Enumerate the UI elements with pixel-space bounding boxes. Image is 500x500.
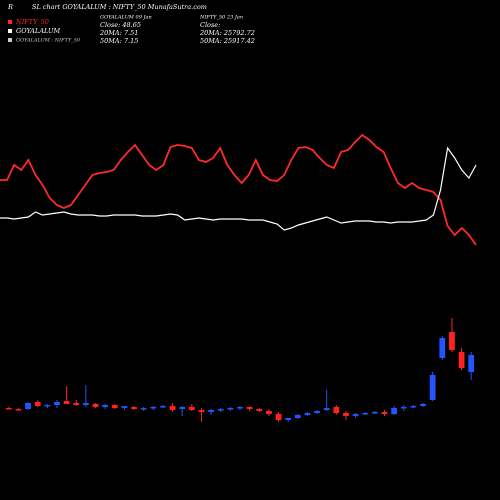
- candle-body: [352, 414, 359, 416]
- info-text: 50MA: 25917.42: [200, 37, 255, 45]
- letter: R: [7, 3, 13, 11]
- candle-body: [304, 413, 311, 415]
- candle-body: [82, 403, 89, 405]
- candle-body: [169, 406, 176, 410]
- candle-body: [92, 404, 99, 407]
- candle-body: [179, 407, 186, 409]
- chart-title: SL chart GOYALALUM : NIFTY_50 MunafaSutr…: [32, 3, 207, 11]
- candle-body: [429, 375, 436, 400]
- candle-body: [140, 408, 147, 410]
- legend-label: GOYALALUM: [16, 27, 60, 35]
- candle-body: [371, 412, 378, 414]
- legend-label: GOYALALUM : NIFTY_50: [16, 38, 81, 44]
- info-text: NIFTY_50 23 Jan: [199, 15, 243, 21]
- candle-body: [275, 414, 282, 420]
- candle-body: [333, 407, 340, 413]
- info-text: 20MA: 7.51: [99, 29, 138, 37]
- candle-body: [198, 410, 205, 412]
- candle-body: [323, 408, 330, 410]
- candle-body: [208, 410, 214, 412]
- candle-body: [439, 338, 446, 358]
- candle-body: [217, 409, 224, 411]
- candle-body: [73, 403, 80, 405]
- candle-body: [34, 402, 41, 406]
- candle-body: [150, 407, 157, 409]
- candle-body: [63, 401, 70, 404]
- candle-body: [188, 407, 195, 410]
- legend-swatch: [8, 38, 12, 42]
- candle-body: [121, 406, 128, 408]
- legend-label: NIFTY_50: [15, 18, 49, 26]
- candle-body: [44, 405, 51, 407]
- legend-swatch: [8, 20, 12, 24]
- candle-body: [410, 406, 417, 408]
- candle-body: [468, 355, 475, 372]
- candle-body: [458, 352, 465, 368]
- info-text: 50MA: 7.15: [100, 37, 138, 45]
- candle-body: [160, 406, 166, 408]
- series-line: [0, 146, 477, 231]
- candle-body: [314, 411, 320, 413]
- candle-body: [5, 408, 12, 410]
- candle-body: [343, 413, 349, 416]
- candle-body: [420, 404, 426, 406]
- candle-body: [256, 409, 263, 411]
- series-line: [0, 133, 477, 246]
- candle-body: [391, 408, 398, 414]
- candle-body: [449, 332, 455, 350]
- candle-body: [400, 407, 407, 409]
- candle-body: [25, 403, 31, 409]
- info-text: Close:: [200, 21, 220, 29]
- candle-body: [294, 415, 301, 418]
- candle-body: [102, 405, 109, 407]
- candle-body: [54, 402, 60, 405]
- info-text: 20MA: 25792.72: [199, 29, 255, 37]
- candle-body: [246, 407, 253, 409]
- candle-body: [131, 407, 137, 409]
- candle-body: [111, 405, 118, 408]
- candle-body: [15, 409, 22, 411]
- legend-swatch: [8, 29, 12, 33]
- info-text: GOYALALUM 09 Jan: [100, 15, 152, 21]
- candle-body: [227, 408, 234, 410]
- candle-body: [237, 407, 243, 409]
- candle-body: [266, 411, 272, 414]
- info-text: Close: 48.65: [100, 21, 141, 29]
- candle-body: [381, 412, 388, 414]
- candle-body: [285, 418, 292, 420]
- candle-body: [362, 413, 369, 415]
